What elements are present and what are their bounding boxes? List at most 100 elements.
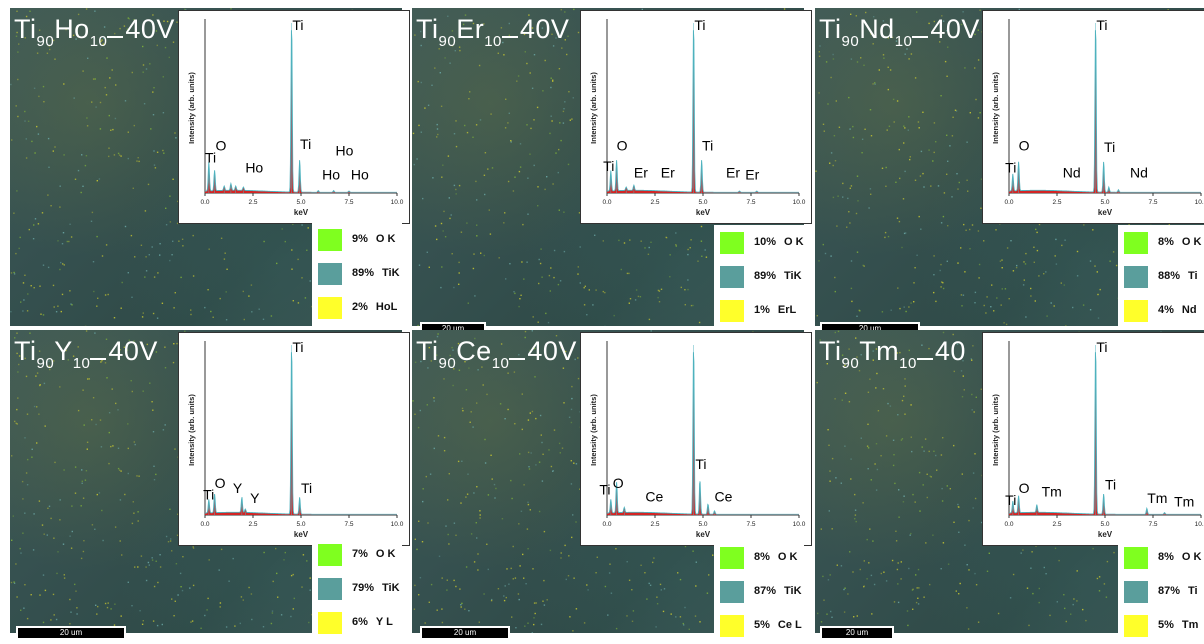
scale-bar-label: 20 um — [422, 627, 508, 639]
legend-label: TiK — [784, 585, 802, 597]
legend-swatch — [1124, 300, 1148, 322]
legend-percent: 87% — [1158, 585, 1180, 597]
peak-label: Ho — [351, 166, 369, 182]
legend-text: 89%TiK — [352, 267, 400, 279]
x-tick-label: 10.0 — [1195, 199, 1204, 206]
title-part: Ti — [14, 336, 37, 366]
legend-swatch — [720, 300, 744, 322]
legend-item: 8%O K — [714, 540, 804, 576]
title-dash — [90, 358, 106, 360]
legend-text: 4%Nd — [1158, 304, 1197, 316]
legend-item: 8% O K — [1118, 540, 1204, 576]
scale-bar-label: 20 um — [822, 627, 892, 639]
title-part: 10 — [492, 355, 510, 372]
x-tick-label: 5.0 — [296, 199, 305, 206]
legend-percent: 2% — [352, 301, 368, 313]
peak-label: O — [1019, 480, 1030, 496]
peak-label: Ti — [292, 339, 303, 355]
scale-bar: 20 um — [420, 626, 510, 640]
peak-label: Ho — [245, 160, 263, 176]
y-axis-label: Intensity (arb. units) — [187, 72, 196, 144]
x-tick-label: 5.0 — [1100, 521, 1109, 528]
x-tick-label: 2.5 — [248, 199, 257, 206]
legend-swatch — [720, 266, 744, 288]
peak-label: Tm — [1174, 494, 1194, 510]
x-tick-label: 10.0 — [793, 521, 806, 528]
peak-label: O — [617, 138, 628, 154]
legend-label: O K — [1182, 551, 1202, 563]
x-tick-label: 2.5 — [650, 199, 659, 206]
legend-item: 89%TiK — [714, 259, 804, 295]
legend-swatch — [720, 581, 744, 603]
y-axis-label: Intensity (arb. units) — [187, 394, 196, 466]
legend-label: O K — [778, 551, 798, 563]
legend-text: 9%O K — [352, 233, 395, 245]
legend-item: 6%Y L — [312, 605, 402, 641]
legend-item: 79%TiK — [312, 571, 402, 607]
x-tick-label: 7.5 — [344, 521, 353, 528]
y-axis-label: Intensity (arb. units) — [991, 394, 1000, 466]
legend-label: Ce L — [778, 619, 802, 631]
x-tick-label: 10.0 — [391, 521, 404, 528]
peak-label: Ti — [695, 456, 706, 472]
peak-label: Ti — [603, 158, 614, 174]
legend-label: O K — [784, 236, 804, 248]
legend-percent: 8% — [1158, 236, 1174, 248]
legend-swatch — [318, 612, 342, 634]
title-part: 40V — [125, 14, 175, 44]
element-legend: 9%O K 89%TiK 2%HoL — [312, 222, 402, 326]
legend-text: 8%O K — [1158, 236, 1201, 248]
x-tick-label: 5.0 — [296, 521, 305, 528]
legend-swatch — [720, 547, 744, 569]
legend-percent: 8% — [1158, 551, 1174, 563]
x-axis-label: keV — [696, 530, 711, 539]
y-axis-label: Intensity (arb. units) — [991, 72, 1000, 144]
legend-swatch — [1124, 615, 1148, 637]
peak-label: Ho — [336, 143, 354, 159]
legend-item: 10%O K — [714, 225, 804, 261]
x-tick-label: 10.0 — [1195, 521, 1204, 528]
legend-text: 87%TiK — [754, 585, 802, 597]
legend-item: 5%Ce L — [714, 608, 804, 644]
peak-label: Y — [233, 480, 243, 496]
legend-label: Ti — [1188, 270, 1198, 282]
x-tick-label: 0.0 — [602, 521, 611, 528]
legend-label: TiK — [382, 582, 400, 594]
x-tick-label: 10.0 — [391, 199, 404, 206]
peak-label: Ti — [205, 149, 216, 165]
legend-swatch — [318, 544, 342, 566]
legend-text: 7%O K — [352, 548, 395, 560]
legend-percent: 7% — [352, 548, 368, 560]
legend-text: 5%Ce L — [754, 619, 802, 631]
spectrum-area — [607, 352, 799, 515]
legend-label: Ti — [1188, 585, 1198, 597]
legend-percent: 9% — [352, 233, 368, 245]
title-part: 10 — [895, 33, 913, 50]
legend-label: TiK — [382, 267, 400, 279]
peak-label: Y — [250, 490, 260, 506]
title-part: 90 — [37, 355, 55, 372]
legend-swatch — [318, 297, 342, 319]
legend-swatch — [1124, 547, 1148, 569]
peak-label: Er — [634, 165, 648, 181]
x-tick-label: 0.0 — [200, 199, 209, 206]
title-part: Ti — [416, 14, 439, 44]
x-tick-label: 5.0 — [698, 199, 707, 206]
scale-bar: 20 um — [16, 626, 126, 640]
legend-text: 1%ErL — [754, 304, 796, 316]
legend-item: 2%HoL — [312, 290, 402, 326]
legend-label: Y L — [376, 616, 393, 628]
peak-label: Ti — [694, 17, 705, 33]
peak-label: O — [215, 475, 226, 491]
peak-label: Ti — [203, 487, 214, 503]
